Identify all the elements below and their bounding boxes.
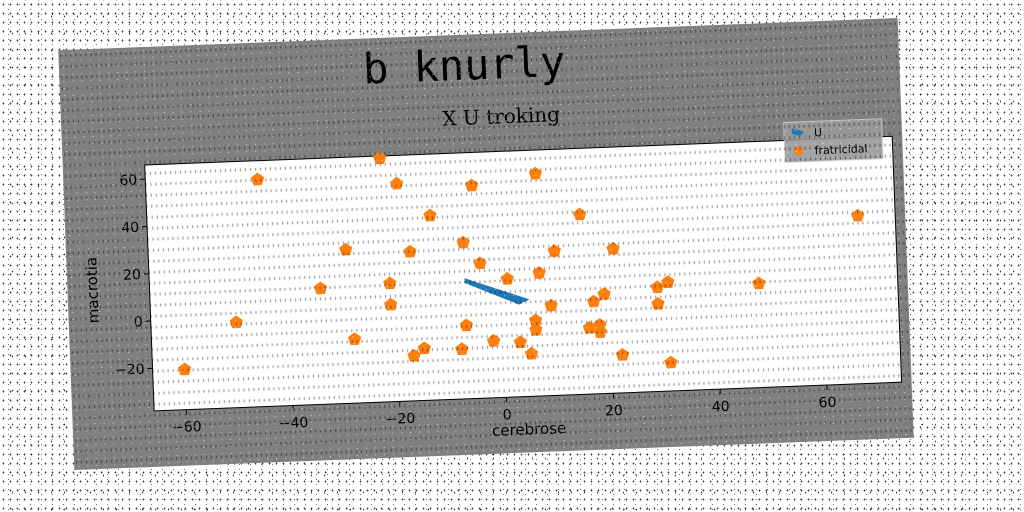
legend-label-fratricidal: fratricidal [814,142,867,157]
data-point-fratricidal-26 [651,296,665,310]
axis-ticks: −60 −40 −20 0 20 40 60 −20 0 20 40 60 [115,173,837,437]
data-marks [177,151,865,376]
data-point-fratricidal-12 [851,208,865,222]
data-point-fratricidal-4 [528,166,542,180]
data-point-fratricidal-31 [582,320,597,334]
x-tick-label: 0 [502,407,512,423]
y-tick-label: 0 [134,314,144,330]
chart-title: X U troking [442,102,561,131]
data-point-fratricidal-42 [177,362,192,376]
y-tick-label: 40 [121,220,139,237]
x-tick-label: 20 [605,403,623,420]
x-tick-label: −20 [385,411,415,428]
data-point-fratricidal-40 [615,348,630,361]
x-axis-label: cerebrose [492,419,567,440]
data-point-fratricidal-6 [572,207,587,221]
data-point-fratricidal-9 [403,244,417,258]
data-point-fratricidal-19 [650,280,664,294]
data-point-fratricidal-17 [532,265,546,279]
data-point-fratricidal-29 [528,313,543,327]
data-point-fratricidal-15 [383,276,397,290]
data-point-fratricidal-23 [544,298,558,312]
data-point-fratricidal-27 [459,318,473,332]
data-point-fratricidal-36 [513,335,528,349]
legend: U fratricidal [783,118,884,163]
data-point-fratricidal-2 [390,176,404,190]
legend-label-u: U [814,126,823,139]
data-point-fratricidal-28 [347,332,362,346]
scatter-chart: b knurly X U troking −60 −40 −20 0 20 40 60 −20… [82,37,903,440]
data-point-fratricidal-21 [752,276,766,290]
data-point-fratricidal-7 [339,242,353,256]
data-point-fratricidal-25 [597,287,611,300]
figure-canvas: b knurly X U troking −60 −40 −20 0 20 40 60 −20… [58,18,914,470]
y-tick-label: 60 [119,173,137,190]
x-tick-label: −40 [279,415,309,432]
y-axis-label: macrotia [82,257,103,324]
series-u-polygon [464,278,530,305]
data-point-fratricidal-33 [593,325,607,339]
x-tick-label: −60 [172,419,202,436]
data-point-fratricidal-22 [229,315,243,329]
data-point-fratricidal-5 [423,208,437,222]
legend-swatch-u [791,128,804,136]
data-point-fratricidal-10 [547,244,561,257]
data-point-fratricidal-41 [664,355,678,369]
data-point-fratricidal-30 [529,322,543,336]
data-point-fratricidal-13 [473,256,487,270]
chart-suptitle: b knurly [362,37,566,94]
y-tick-label: −20 [115,362,145,379]
data-point-fratricidal-0 [250,172,265,186]
data-point-fratricidal-8 [456,235,470,249]
data-point-fratricidal-34 [417,341,431,355]
data-point-fratricidal-24 [587,294,601,308]
x-tick-label: 40 [712,399,730,416]
plot-area [144,135,903,412]
data-point-fratricidal-11 [606,241,620,255]
data-point-fratricidal-16 [500,271,514,285]
data-point-fratricidal-18 [383,297,398,311]
legend-swatch-fratricidal [793,145,804,156]
data-point-fratricidal-35 [486,333,501,347]
x-tick-label: 60 [818,395,836,412]
data-point-fratricidal-3 [464,178,479,192]
data-point-fratricidal-14 [313,281,328,295]
data-point-fratricidal-39 [524,346,539,360]
legend-box [783,118,884,163]
data-point-fratricidal-38 [407,348,421,362]
data-point-fratricidal-20 [661,275,675,289]
y-tick-label: 20 [123,267,141,284]
data-point-fratricidal-1 [372,151,387,165]
data-point-fratricidal-37 [455,342,469,356]
